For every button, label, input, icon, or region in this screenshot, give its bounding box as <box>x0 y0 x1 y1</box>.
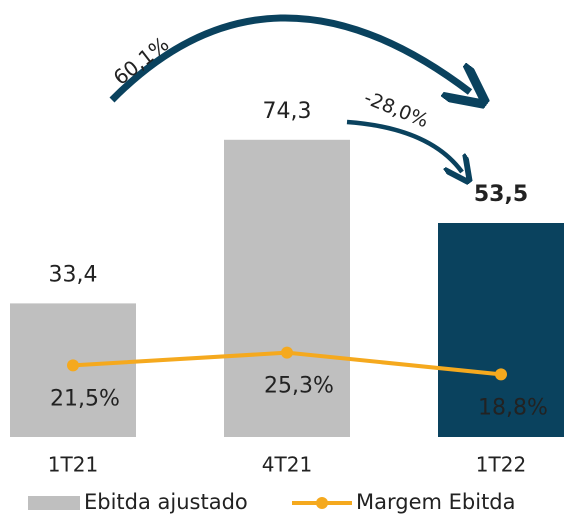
growth-arrow <box>109 14 470 100</box>
line-value-label: 25,3% <box>264 374 334 399</box>
line-point <box>281 346 293 359</box>
bar <box>224 139 350 438</box>
x-tick-label: 1T22 <box>476 453 526 477</box>
line-point <box>495 368 507 381</box>
line-value-label: 21,5% <box>50 386 120 411</box>
line-point <box>67 359 79 372</box>
bar-value-label: 53,5 <box>474 182 528 207</box>
legend-swatch <box>28 496 80 510</box>
legend-swatch <box>316 497 328 509</box>
legend-label: Ebitda ajustado <box>84 490 248 514</box>
x-tick-label: 4T21 <box>262 453 312 477</box>
bar-value-label: 33,4 <box>49 262 98 287</box>
line-value-label: 18,8% <box>478 395 548 420</box>
decline-arrow <box>346 119 462 172</box>
x-tick-label: 1T21 <box>48 453 98 477</box>
legend-label: Margem Ebitda <box>356 490 516 514</box>
bar-value-label: 74,3 <box>263 99 312 124</box>
bar <box>438 223 564 437</box>
